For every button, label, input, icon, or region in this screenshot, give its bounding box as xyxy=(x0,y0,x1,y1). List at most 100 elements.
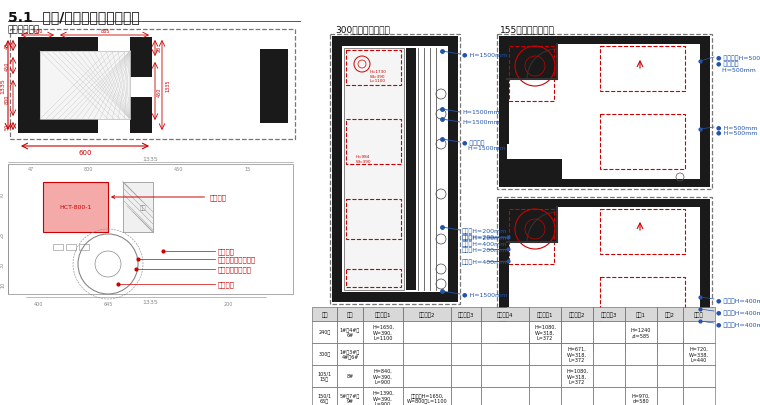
Text: H=984
W=390: H=984 W=390 xyxy=(356,155,372,163)
Text: 热水回H=200mm
热水出H=200mm
进水出H=400mm: 热水回H=200mm 热水出H=200mm 进水出H=400mm xyxy=(462,228,507,246)
Bar xyxy=(344,49,404,290)
Bar xyxy=(346,269,401,287)
Text: 壁挂炉: 壁挂炉 xyxy=(694,311,704,317)
Bar xyxy=(507,160,562,179)
Bar xyxy=(561,365,593,387)
Bar xyxy=(625,321,657,343)
Bar xyxy=(561,307,593,321)
Text: 进水出H=400mm: 进水出H=400mm xyxy=(462,258,507,264)
Bar xyxy=(312,387,337,405)
Bar xyxy=(451,387,481,405)
Bar xyxy=(43,183,108,232)
Bar xyxy=(18,38,40,134)
Text: 195: 195 xyxy=(0,225,1,234)
Bar xyxy=(561,343,593,365)
Text: 50: 50 xyxy=(5,124,10,130)
Text: 户型: 户型 xyxy=(321,311,328,317)
Text: 热水出H=200mm: 热水出H=200mm xyxy=(462,247,507,252)
Bar xyxy=(403,387,451,405)
Bar xyxy=(657,365,683,387)
Bar xyxy=(312,321,337,343)
Bar xyxy=(363,343,403,365)
Text: 5#、7#、
9#: 5#、7#、 9# xyxy=(340,392,360,403)
Bar xyxy=(509,209,554,264)
Bar xyxy=(529,387,561,405)
Text: H=1650,
W=390,
L=1100: H=1650, W=390, L=1100 xyxy=(372,324,394,341)
Text: 450: 450 xyxy=(173,166,182,172)
Bar xyxy=(499,207,509,307)
Text: ● 软水出H=400mm: ● 软水出H=400mm xyxy=(716,297,760,303)
Text: 450: 450 xyxy=(157,87,162,96)
Bar xyxy=(451,365,481,387)
Text: 净软水器2: 净软水器2 xyxy=(568,311,585,317)
Text: 空调外机4: 空调外机4 xyxy=(497,311,513,317)
Text: H=720,
W=338,
L=440: H=720, W=338, L=440 xyxy=(689,346,709,362)
Bar xyxy=(593,365,625,387)
Text: 5.1  阳台/设备阳台强弱电点位: 5.1 阳台/设备阳台强弱电点位 xyxy=(8,10,140,24)
Bar xyxy=(593,321,625,343)
Bar xyxy=(481,321,529,343)
Bar xyxy=(337,321,363,343)
Bar xyxy=(130,98,152,134)
Text: H=671,
W=318,
L=372: H=671, W=318, L=372 xyxy=(567,346,587,362)
Text: 上水点位（龙头）: 上水点位（龙头） xyxy=(218,266,252,273)
Bar xyxy=(507,322,562,342)
Bar xyxy=(481,307,529,321)
Bar xyxy=(451,343,481,365)
Bar xyxy=(561,387,593,405)
Bar xyxy=(363,307,403,321)
Bar xyxy=(312,365,337,387)
Bar xyxy=(497,198,712,352)
Bar xyxy=(346,51,401,86)
Bar xyxy=(403,343,451,365)
Bar xyxy=(657,307,683,321)
Text: 645: 645 xyxy=(103,301,112,306)
Bar xyxy=(337,343,363,365)
Bar xyxy=(403,307,451,321)
Text: H=1080,
W=318,
L=372: H=1080, W=318, L=372 xyxy=(566,368,588,384)
Text: 105/1
15㎡: 105/1 15㎡ xyxy=(318,371,331,382)
Bar xyxy=(683,307,715,321)
Bar xyxy=(337,387,363,405)
Bar xyxy=(79,244,89,250)
Text: 200: 200 xyxy=(223,301,233,306)
Text: 10: 10 xyxy=(0,281,5,288)
Bar xyxy=(481,365,529,387)
Bar xyxy=(529,321,561,343)
Text: 1335: 1335 xyxy=(0,78,5,94)
Bar xyxy=(509,47,554,102)
Bar xyxy=(342,47,448,292)
Bar xyxy=(8,164,293,294)
Text: 1335: 1335 xyxy=(165,79,170,92)
Bar xyxy=(10,30,295,140)
Bar xyxy=(481,387,529,405)
Bar xyxy=(600,277,685,332)
Text: 下水点位: 下水点位 xyxy=(218,281,235,288)
Bar xyxy=(561,321,593,343)
Bar xyxy=(600,209,685,254)
Bar xyxy=(260,50,288,124)
Text: 15: 15 xyxy=(245,166,251,172)
Text: 用于一组H=1650,
W=800、L=1100: 用于一组H=1650, W=800、L=1100 xyxy=(407,392,448,403)
Text: 柜体: 柜体 xyxy=(140,205,147,210)
Bar xyxy=(507,45,700,179)
Text: ● H=1500mm: ● H=1500mm xyxy=(462,291,507,296)
Bar xyxy=(507,207,700,342)
Text: ● H=500mm
● H=500mm: ● H=500mm ● H=500mm xyxy=(716,125,758,135)
Bar xyxy=(337,307,363,321)
Bar xyxy=(529,307,561,321)
Text: 空调外机1: 空调外机1 xyxy=(375,311,391,317)
Bar xyxy=(363,321,403,343)
Bar xyxy=(657,387,683,405)
Text: 40: 40 xyxy=(5,43,10,49)
Bar xyxy=(406,49,416,290)
Bar xyxy=(625,307,657,321)
Text: 空调外机2: 空调外机2 xyxy=(419,311,435,317)
Bar xyxy=(600,115,685,170)
Text: 8#: 8# xyxy=(347,373,353,379)
Bar xyxy=(481,343,529,365)
Text: 汉森家政间：: 汉森家政间： xyxy=(8,25,40,34)
Bar xyxy=(497,35,712,190)
Text: H=1390,
W=390,
L=900: H=1390, W=390, L=900 xyxy=(372,390,394,405)
Text: 楼栋: 楼栋 xyxy=(347,311,353,317)
